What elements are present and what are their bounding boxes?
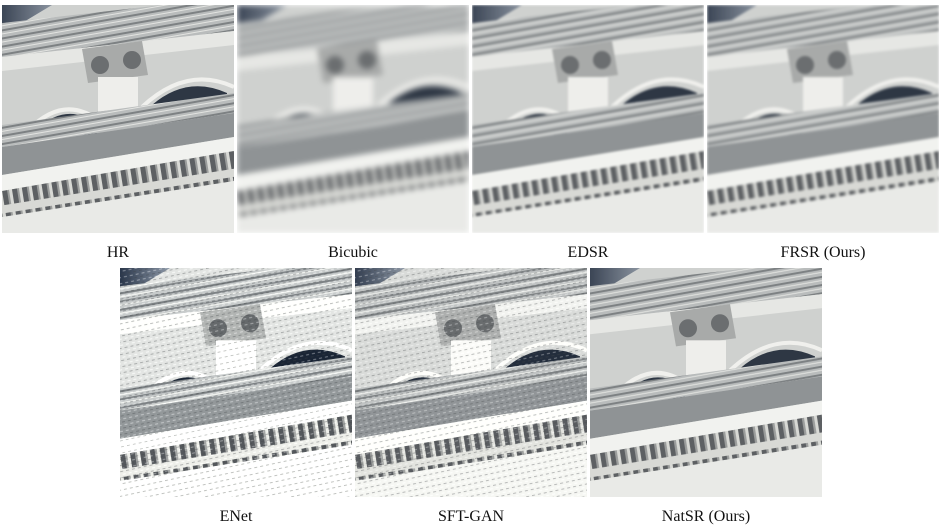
- natsr-image: [590, 268, 822, 497]
- panel-enet-image: [120, 268, 352, 497]
- enet-image: [120, 268, 352, 497]
- caption-edsr: EDSR: [567, 244, 609, 261]
- caption-bicubic: Bicubic: [328, 244, 378, 261]
- panel-natsr-image: [590, 268, 822, 497]
- sftgan-image: [355, 268, 587, 497]
- caption-enet: ENet: [219, 508, 253, 525]
- bicubic-image: [237, 5, 469, 233]
- caption-hr: HR: [106, 244, 130, 261]
- hr-image: [2, 5, 234, 233]
- edsr-image: [472, 5, 704, 233]
- frsr-image: [707, 5, 939, 233]
- panel-frsr-image: [707, 5, 939, 233]
- panel-sftgan-image: [355, 268, 587, 497]
- caption-sftgan: SFT-GAN: [437, 508, 505, 525]
- caption-natsr: NatSR (Ours): [661, 508, 751, 525]
- panel-hr-image: [2, 5, 234, 233]
- panel-edsr-image: [472, 5, 704, 233]
- caption-frsr: FRSR (Ours): [780, 244, 866, 261]
- panel-bicubic-image: [237, 5, 469, 233]
